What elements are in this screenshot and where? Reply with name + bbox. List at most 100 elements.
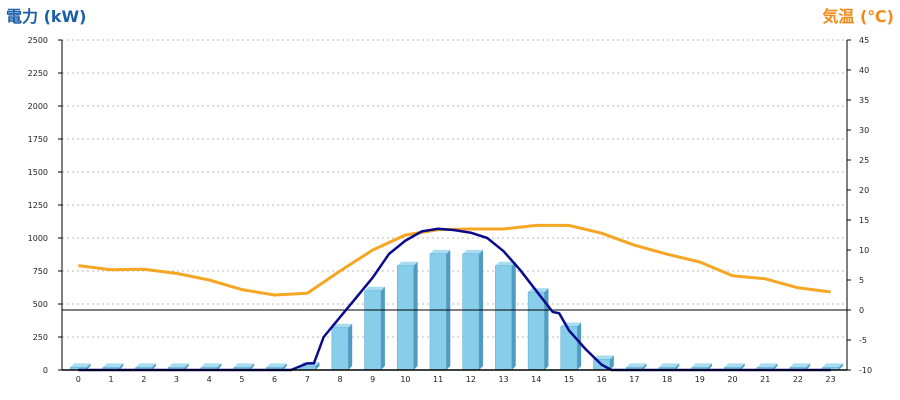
x-tick-label: 12 xyxy=(466,375,476,384)
power-bar-side xyxy=(544,288,549,370)
power-bar-front xyxy=(331,327,349,371)
power-bar-top xyxy=(724,363,745,368)
left-tick-label: 250 xyxy=(33,333,48,342)
power-bar-side xyxy=(151,363,156,370)
power-bar-side xyxy=(184,363,189,370)
right-tick-label: 35 xyxy=(859,96,869,105)
x-tick-label: 5 xyxy=(239,375,244,384)
power-bar-top xyxy=(757,363,778,368)
power-bar-top xyxy=(135,363,156,368)
left-tick-label: 1750 xyxy=(28,135,48,144)
x-tick-label: 3 xyxy=(174,375,179,384)
data-lines xyxy=(78,223,831,372)
power-bars xyxy=(69,249,843,371)
x-tick-label: 22 xyxy=(793,375,803,384)
power-bar-side xyxy=(86,363,91,370)
power-bar xyxy=(364,286,385,371)
power-bar-side xyxy=(806,363,811,370)
axes xyxy=(58,39,851,371)
power-bar-top xyxy=(822,363,843,368)
power-bar-side xyxy=(675,363,680,370)
x-tick-label: 6 xyxy=(272,375,277,384)
power-bar-top xyxy=(233,363,255,368)
power-bar xyxy=(822,363,843,371)
x-tick-label: 21 xyxy=(760,375,770,384)
power-bar xyxy=(495,261,516,371)
right-tick-label: -5 xyxy=(859,336,867,345)
power-bar-top xyxy=(397,261,418,266)
right-tick-label: 0 xyxy=(859,306,864,315)
grid-lines xyxy=(62,39,847,338)
power-bar-top xyxy=(429,249,451,254)
power-bar-front xyxy=(397,265,414,371)
power-bar-top xyxy=(691,363,712,368)
power-bar-side xyxy=(282,363,287,370)
power-bar-top xyxy=(593,355,614,360)
power-bar-side xyxy=(511,261,516,370)
left-tick-label: 750 xyxy=(33,267,48,276)
x-tick-label: 19 xyxy=(695,375,705,384)
right-tick-label: -10 xyxy=(859,366,872,375)
power-bar-top xyxy=(266,363,287,368)
left-tick-label: 500 xyxy=(33,300,48,309)
power-bar-side xyxy=(838,363,843,370)
power-bar xyxy=(331,323,353,371)
power-bar-side xyxy=(217,363,222,370)
x-tick-label: 9 xyxy=(370,375,375,384)
x-tick-label: 17 xyxy=(629,375,639,384)
right-tick-label: 15 xyxy=(859,216,869,225)
power-bar-side xyxy=(380,286,385,370)
power-bar-top xyxy=(331,323,353,328)
left-tick-label: 2000 xyxy=(28,102,48,111)
x-tick-label: 18 xyxy=(662,375,672,384)
power-bar-side xyxy=(413,261,418,370)
x-tick-label: 2 xyxy=(141,375,146,384)
power-bar-front xyxy=(429,253,447,371)
power-bar-top xyxy=(102,363,124,368)
tick-labels: 02505007501000125015001750200022502500-1… xyxy=(28,36,872,384)
power-bar-side xyxy=(250,363,255,370)
x-tick-label: 20 xyxy=(727,375,737,384)
power-bar-front xyxy=(560,326,578,371)
power-bar-side xyxy=(773,363,778,370)
x-tick-label: 16 xyxy=(597,375,607,384)
x-tick-label: 13 xyxy=(498,375,508,384)
left-axis-title: 電力 (kW) xyxy=(6,7,87,26)
power-bar-side xyxy=(348,323,353,370)
power-bar-side xyxy=(609,355,614,370)
power-bar-top xyxy=(462,249,484,254)
power-bar-top xyxy=(789,363,811,368)
x-tick-label: 10 xyxy=(400,375,410,384)
x-tick-label: 11 xyxy=(433,375,443,384)
x-tick-label: 1 xyxy=(109,375,114,384)
left-tick-label: 0 xyxy=(43,366,48,375)
right-tick-label: 20 xyxy=(859,186,869,195)
power-bar-top xyxy=(201,363,222,368)
power-bar-front xyxy=(462,253,480,371)
power-line xyxy=(78,227,831,372)
x-tick-label: 7 xyxy=(305,375,310,384)
power-bar-side xyxy=(119,363,124,370)
power-bar xyxy=(527,288,549,371)
power-bar-top xyxy=(168,363,189,368)
right-tick-label: 5 xyxy=(859,276,864,285)
left-tick-label: 1250 xyxy=(28,201,48,210)
right-axis-title: 気温 (℃) xyxy=(822,7,894,26)
power-bar xyxy=(168,363,189,371)
power-bar-front xyxy=(527,291,545,371)
power-bar-top xyxy=(70,363,91,368)
left-tick-label: 2250 xyxy=(28,69,48,78)
left-tick-label: 1000 xyxy=(28,234,48,243)
power-bar-front xyxy=(364,290,382,371)
power-bar-side xyxy=(740,363,745,370)
right-tick-label: 45 xyxy=(859,36,869,45)
right-tick-label: 30 xyxy=(859,126,869,135)
left-tick-label: 1500 xyxy=(28,168,48,177)
temperature-line xyxy=(78,223,831,297)
power-bar xyxy=(233,363,255,371)
x-tick-label: 14 xyxy=(531,375,541,384)
right-tick-label: 25 xyxy=(859,156,869,165)
power-bar-side xyxy=(315,362,320,370)
x-tick-label: 23 xyxy=(826,375,836,384)
power-bar-top xyxy=(626,363,647,368)
